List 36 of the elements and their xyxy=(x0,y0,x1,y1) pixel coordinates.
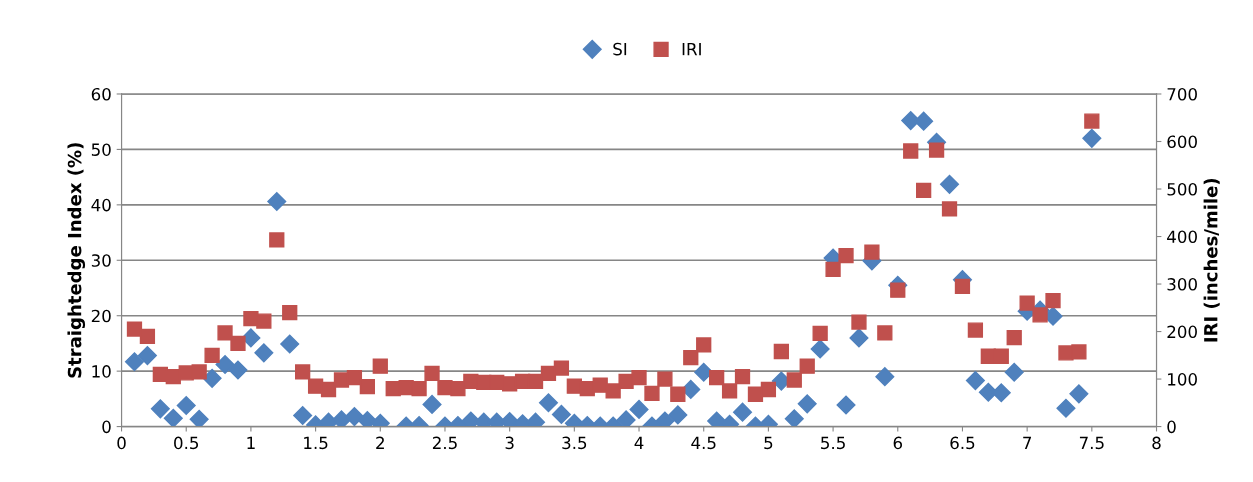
x-tick-label: 1.5 xyxy=(304,436,328,450)
y2-tick-label: 700 xyxy=(1167,87,1197,101)
y-tick-label: 50 xyxy=(91,143,111,156)
y-tick-label: 20 xyxy=(91,309,111,323)
x-tick-label: 5 xyxy=(764,436,773,450)
x-tick-label: 7 xyxy=(1023,436,1032,449)
y2-tick-label: 200 xyxy=(1167,325,1197,339)
y2-axis-title: IRI (inches/mile) xyxy=(1203,178,1220,342)
x-tick-label: 2.5 xyxy=(432,436,457,450)
x-tick-label: 0.5 xyxy=(174,436,199,450)
y2-tick-label: 600 xyxy=(1167,135,1197,149)
y2-tick-label: 300 xyxy=(1167,278,1197,291)
y-tick-label: 40 xyxy=(91,198,111,212)
y2-tick-label: 400 xyxy=(1167,230,1197,244)
y2-tick-label: 100 xyxy=(1168,373,1197,386)
x-tick-label: 2 xyxy=(376,436,384,449)
legend-label: IRI xyxy=(682,42,701,56)
x-tick-label: 3.5 xyxy=(562,436,587,450)
legend-label: SI xyxy=(613,42,627,56)
x-tick-label: 8 xyxy=(1152,436,1161,450)
x-tick-label: 3 xyxy=(505,436,514,450)
x-tick-label: 4.5 xyxy=(691,436,716,450)
y-tick-label: 60 xyxy=(91,87,111,101)
x-tick-label: 1 xyxy=(247,436,255,449)
x-tick-label: 0 xyxy=(117,436,126,450)
y-tick-label: 0 xyxy=(102,420,111,434)
x-tick-label: 4 xyxy=(634,436,644,449)
y2-tick-label: 0 xyxy=(1167,420,1176,434)
x-tick-label: 5.5 xyxy=(821,436,845,450)
y-tick-label: 10 xyxy=(92,365,111,378)
y2-tick-label: 500 xyxy=(1167,182,1197,196)
x-tick-label: 6 xyxy=(893,436,903,450)
y-tick-label: 30 xyxy=(91,254,111,267)
x-tick-label: 6.5 xyxy=(950,436,975,450)
y-axis-title: Straightedge Index (%) xyxy=(67,143,86,378)
x-tick-label: 7.5 xyxy=(1079,436,1104,450)
